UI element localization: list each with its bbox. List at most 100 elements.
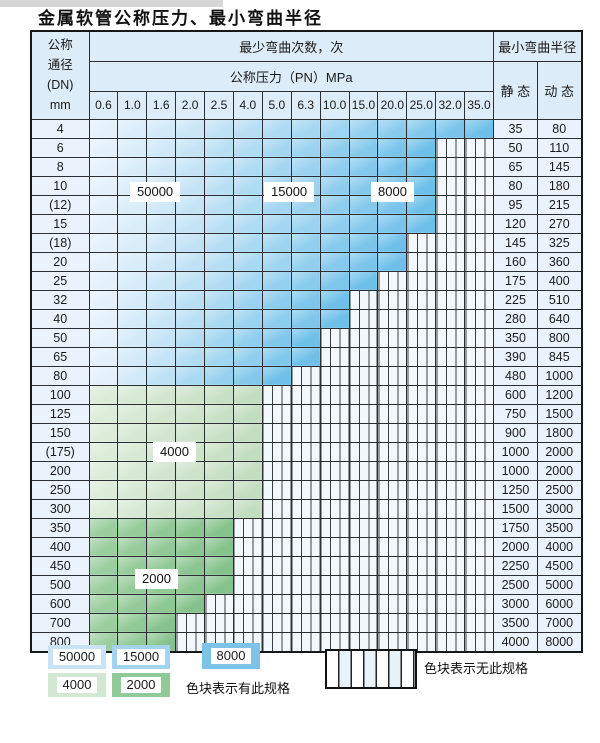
dn-cell: 350 xyxy=(30,517,90,538)
dynamic-radius-cell: 640 xyxy=(536,308,583,329)
static-radius-cell: 225 xyxy=(492,289,538,310)
pressure-col-header: 32.0 xyxy=(435,90,466,120)
dn-cell: 65 xyxy=(30,346,90,367)
spec-cell xyxy=(117,441,148,462)
spec-cell xyxy=(406,213,437,234)
dn-cell: 4 xyxy=(30,118,90,139)
no-spec-cell xyxy=(290,593,321,614)
spec-cell xyxy=(175,251,206,272)
spec-cell xyxy=(117,308,148,329)
spec-cell xyxy=(175,289,206,310)
spec-cell xyxy=(88,384,119,405)
spec-cell xyxy=(88,137,119,158)
no-spec-cell xyxy=(377,327,408,348)
no-spec-cell xyxy=(377,308,408,329)
static-radius-cell: 2250 xyxy=(492,555,538,576)
no-spec-cell xyxy=(348,384,379,405)
dynamic-radius-cell: 1200 xyxy=(536,384,583,405)
spec-cell xyxy=(175,137,206,158)
legend-swatch-2000: 2000 xyxy=(112,673,170,697)
no-spec-cell xyxy=(406,555,437,576)
no-spec-cell xyxy=(290,498,321,519)
spec-cell xyxy=(204,441,234,462)
dn-cell: 8 xyxy=(30,156,90,177)
table-row: 400 2000 4000 xyxy=(30,536,583,557)
spec-cell xyxy=(117,118,148,139)
no-spec-cell xyxy=(377,498,408,519)
no-spec-cell xyxy=(435,156,466,177)
spec-cell xyxy=(146,517,177,538)
table-row: 15 120 270 xyxy=(30,213,583,234)
spec-cell xyxy=(377,251,408,272)
table-row: (18) 145 325 xyxy=(30,232,583,253)
no-spec-cell xyxy=(464,156,494,177)
legend-label-15000: 15000 xyxy=(116,649,166,665)
spec-cell xyxy=(232,289,263,310)
no-spec-cell xyxy=(406,460,437,481)
spec-cell xyxy=(232,422,263,443)
legend-label-50000: 50000 xyxy=(52,649,102,665)
dynamic-radius-cell: 4000 xyxy=(536,536,583,557)
no-spec-cell xyxy=(319,517,350,538)
no-spec-cell xyxy=(348,593,379,614)
no-spec-cell xyxy=(261,536,292,557)
spec-cell xyxy=(146,137,177,158)
dynamic-radius-cell: 2000 xyxy=(536,460,583,481)
spec-cell xyxy=(348,270,379,291)
no-spec-cell xyxy=(232,517,263,538)
no-spec-cell xyxy=(232,536,263,557)
spec-cell xyxy=(319,251,350,272)
bend-cycles-header: 最少弯曲次数，次 xyxy=(88,30,494,62)
static-radius-cell: 1500 xyxy=(492,498,538,519)
no-spec-cell xyxy=(319,593,350,614)
no-spec-cell xyxy=(377,384,408,405)
spec-cell xyxy=(204,137,234,158)
spec-cell xyxy=(88,441,119,462)
no-spec-cell xyxy=(348,403,379,424)
spec-cell xyxy=(232,384,263,405)
static-radius-cell: 390 xyxy=(492,346,538,367)
no-spec-cell xyxy=(406,536,437,557)
spec-cell xyxy=(175,422,206,443)
spec-cell xyxy=(319,232,350,253)
spec-cell xyxy=(232,194,263,215)
dynamic-radius-cell: 145 xyxy=(536,156,583,177)
dynamic-radius-cell: 80 xyxy=(536,118,583,139)
no-spec-cell xyxy=(406,289,437,310)
no-spec-cell xyxy=(377,574,408,595)
no-spec-cell xyxy=(377,289,408,310)
dynamic-radius-cell: 270 xyxy=(536,213,583,234)
table-row: 25 175 400 xyxy=(30,270,583,291)
spec-cell xyxy=(88,175,119,196)
no-spec-cell xyxy=(464,574,494,595)
no-spec-cell xyxy=(406,631,437,652)
dn-cell: 125 xyxy=(30,403,90,424)
spec-cell xyxy=(290,251,321,272)
no-spec-cell xyxy=(348,365,379,386)
spec-cell xyxy=(232,346,263,367)
spec-cell xyxy=(204,308,234,329)
spec-cell xyxy=(204,479,234,500)
pressure-col-header: 35.0 xyxy=(464,90,494,120)
spec-cell xyxy=(319,156,350,177)
spec-cell xyxy=(204,517,234,538)
spec-cell xyxy=(117,213,148,234)
spec-cell xyxy=(204,346,234,367)
spec-cell xyxy=(146,460,177,481)
no-spec-cell xyxy=(435,194,466,215)
no-spec-cell xyxy=(435,612,466,633)
no-spec-cell xyxy=(319,422,350,443)
no-spec-cell xyxy=(290,536,321,557)
static-radius-cell: 1250 xyxy=(492,479,538,500)
no-spec-cell xyxy=(406,422,437,443)
spec-cell xyxy=(435,118,466,139)
cycle-count-label-8000: 8000 xyxy=(371,182,414,202)
spec-cell xyxy=(232,270,263,291)
no-spec-cell xyxy=(261,631,292,652)
spec-cell xyxy=(88,536,119,557)
spec-cell xyxy=(204,251,234,272)
no-spec-cell xyxy=(464,308,494,329)
spec-cell xyxy=(175,232,206,253)
spec-cell xyxy=(117,346,148,367)
static-radius-cell: 65 xyxy=(492,156,538,177)
